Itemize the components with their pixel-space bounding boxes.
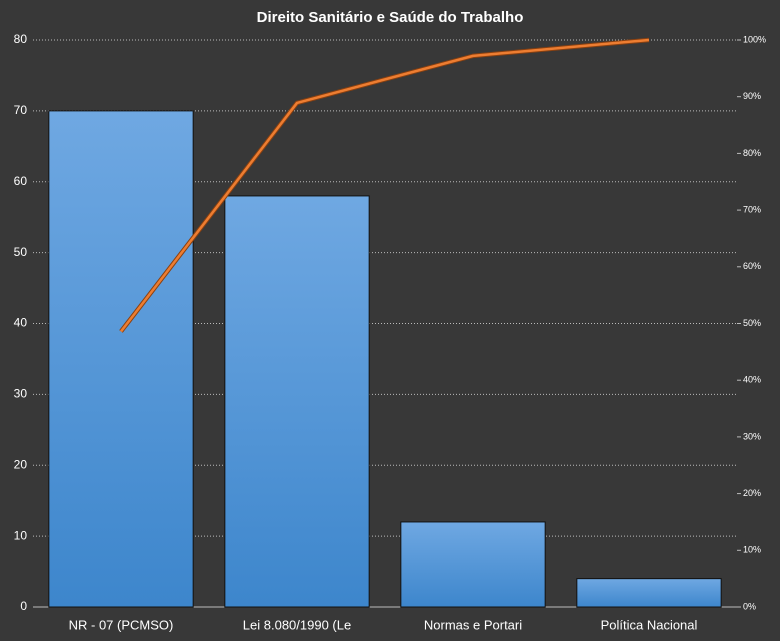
bar [224,195,370,608]
y-tick-label: 50 [14,245,28,259]
line [120,38,650,333]
y2-tick-label: 80% [743,148,761,158]
y-tick-label: 10 [14,528,28,542]
y2-tick-label: 10% [743,545,761,555]
y2-tick-label: 60% [743,261,761,271]
y2-tick-label: 20% [743,488,761,498]
x-tick-label: Lei 8.080/1990 (Le [243,617,351,632]
chart-title: Direito Sanitário e Saúde do Trabalho [257,9,524,26]
y2-tick-label: 90% [743,91,761,101]
y2-tick-label: 70% [743,204,761,214]
x-tick-label: Normas e Portari [424,617,522,632]
y2-tick-label: 30% [743,431,761,441]
y-tick-label: 20 [14,457,28,471]
bar [400,521,546,608]
y-tick-label: 80 [14,32,28,46]
y2-tick-label: 0% [743,601,756,611]
bar [576,578,722,608]
x-tick-label: NR - 07 (PCMSO) [69,617,174,632]
y-tick-label: 40 [14,316,28,330]
y-tick-label: 70 [14,103,28,117]
bar [48,110,194,608]
y2-tick-label: 40% [743,375,761,385]
y2-tick-label: 50% [743,318,761,328]
y-tick-label: 60 [14,174,28,188]
x-tick-label: Política Nacional [601,617,698,632]
y-tick-label: 0 [20,599,27,613]
y-tick-label: 30 [14,387,28,401]
y2-tick-label: 100% [743,34,766,44]
